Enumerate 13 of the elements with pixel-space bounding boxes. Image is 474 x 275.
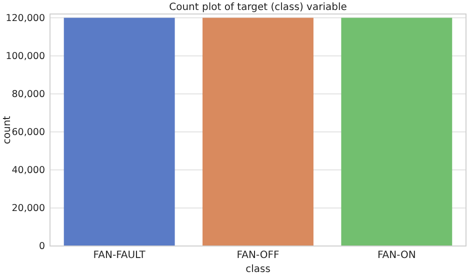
y-tick-label: 60,000 — [12, 126, 45, 138]
x-axis-title: class — [246, 264, 270, 275]
x-tick-label: FAN-OFF — [236, 250, 280, 262]
y-tick-label: 80,000 — [12, 88, 45, 100]
y-tick-label: 0 — [38, 241, 45, 252]
y-axis-title: count — [2, 116, 13, 144]
y-tick-label: 100,000 — [6, 50, 45, 62]
y-tick-label: 120,000 — [6, 12, 45, 24]
x-tick-label: FAN-FAULT — [93, 250, 146, 262]
chart-title: Count plot of target (class) variable — [169, 2, 347, 13]
y-tick-label: 40,000 — [12, 164, 45, 176]
y-tick-label: 20,000 — [12, 203, 45, 214]
x-tick-label: FAN-ON — [377, 250, 416, 262]
